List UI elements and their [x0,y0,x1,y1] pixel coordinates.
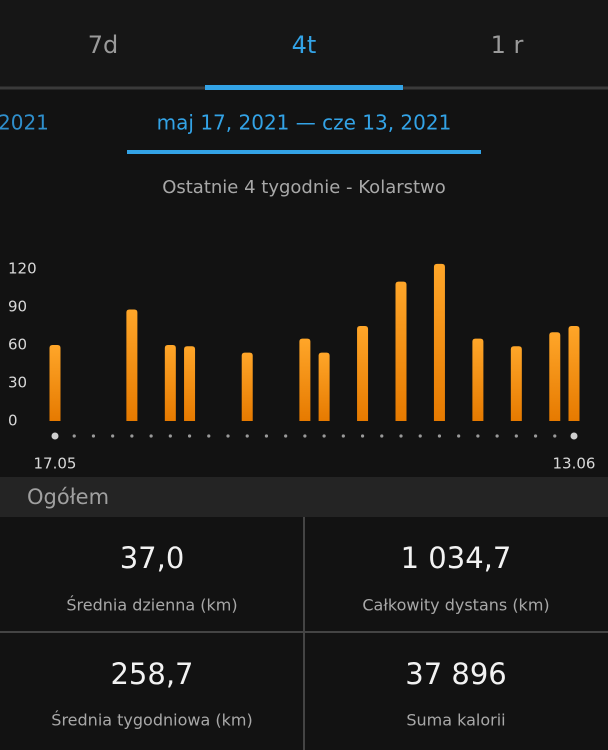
bar [299,338,311,421]
tab[interactable]: 7d [88,31,119,59]
section-header [0,477,608,517]
day-dot [380,434,384,438]
day-dot [476,434,480,438]
bar [184,346,196,421]
day-dot [322,434,326,438]
chart-title: Ostatnie 4 tygodnie - Kolarstwo [162,177,446,198]
day-dot [553,434,557,438]
day-dot [399,434,403,438]
bar [568,325,580,421]
day-dot [207,434,211,438]
chart: 0 30 60 90 120 17.05 13.06 [8,259,595,472]
stat-label: Całkowity dystans (km) [362,596,549,615]
bar [357,325,369,421]
day-dot [226,434,230,438]
day-dot [533,434,538,438]
bar [318,352,330,421]
y-tick-label: 0 [8,412,18,430]
day-dot [91,434,96,438]
tab[interactable]: 1 r [491,31,524,59]
stat-value: 37 896 [405,657,506,691]
day-dot [284,434,288,438]
day-dot [437,434,442,438]
bar [510,346,522,421]
day-dot [514,434,518,438]
day-dot [187,434,192,438]
day-dot [149,434,153,438]
day-dot [457,434,461,438]
day-dot [570,432,578,440]
y-tick-label: 60 [8,335,27,353]
current-range[interactable]: maj 17, 2021 — cze 13, 2021 [157,111,452,135]
bar [472,338,484,421]
day-dot [168,434,172,438]
bar [433,263,445,421]
day-dot [418,434,422,438]
y-tick-label: 90 [8,297,27,315]
bar [241,352,253,421]
stat-value: 258,7 [110,657,193,691]
day-dot [264,434,269,438]
stat-label: Suma kalorii [406,711,505,730]
day-dot [341,434,345,438]
y-tick-label: 30 [8,373,27,391]
bar [549,332,561,421]
day-dot [495,434,499,438]
previous-range[interactable]: 2021 [0,111,49,135]
bar [164,344,176,421]
x-tick-label: 13.06 [553,455,596,473]
day-dot [72,434,76,438]
stat-label: Średnia dzienna (km) [66,596,237,615]
stat-value: 37,0 [120,541,185,575]
bar [49,344,61,421]
tab-bar [0,0,608,88]
day-dot [360,434,365,438]
stat-value: 1 034,7 [401,541,512,575]
day-dot [51,432,59,440]
stat-label: Średnia tygodniowa (km) [51,711,252,730]
bar [126,309,138,421]
bar [395,281,407,421]
tab-indicator [205,85,403,90]
day-dot [303,434,307,438]
day-dot [245,434,249,438]
day-dot [111,434,115,438]
tab-active[interactable]: 4t [292,31,317,59]
y-tick-label: 120 [8,259,37,277]
section-title: Ogółem [27,485,109,509]
day-dot [130,434,134,438]
range-underline [127,150,481,154]
x-tick-label: 17.05 [34,455,77,473]
